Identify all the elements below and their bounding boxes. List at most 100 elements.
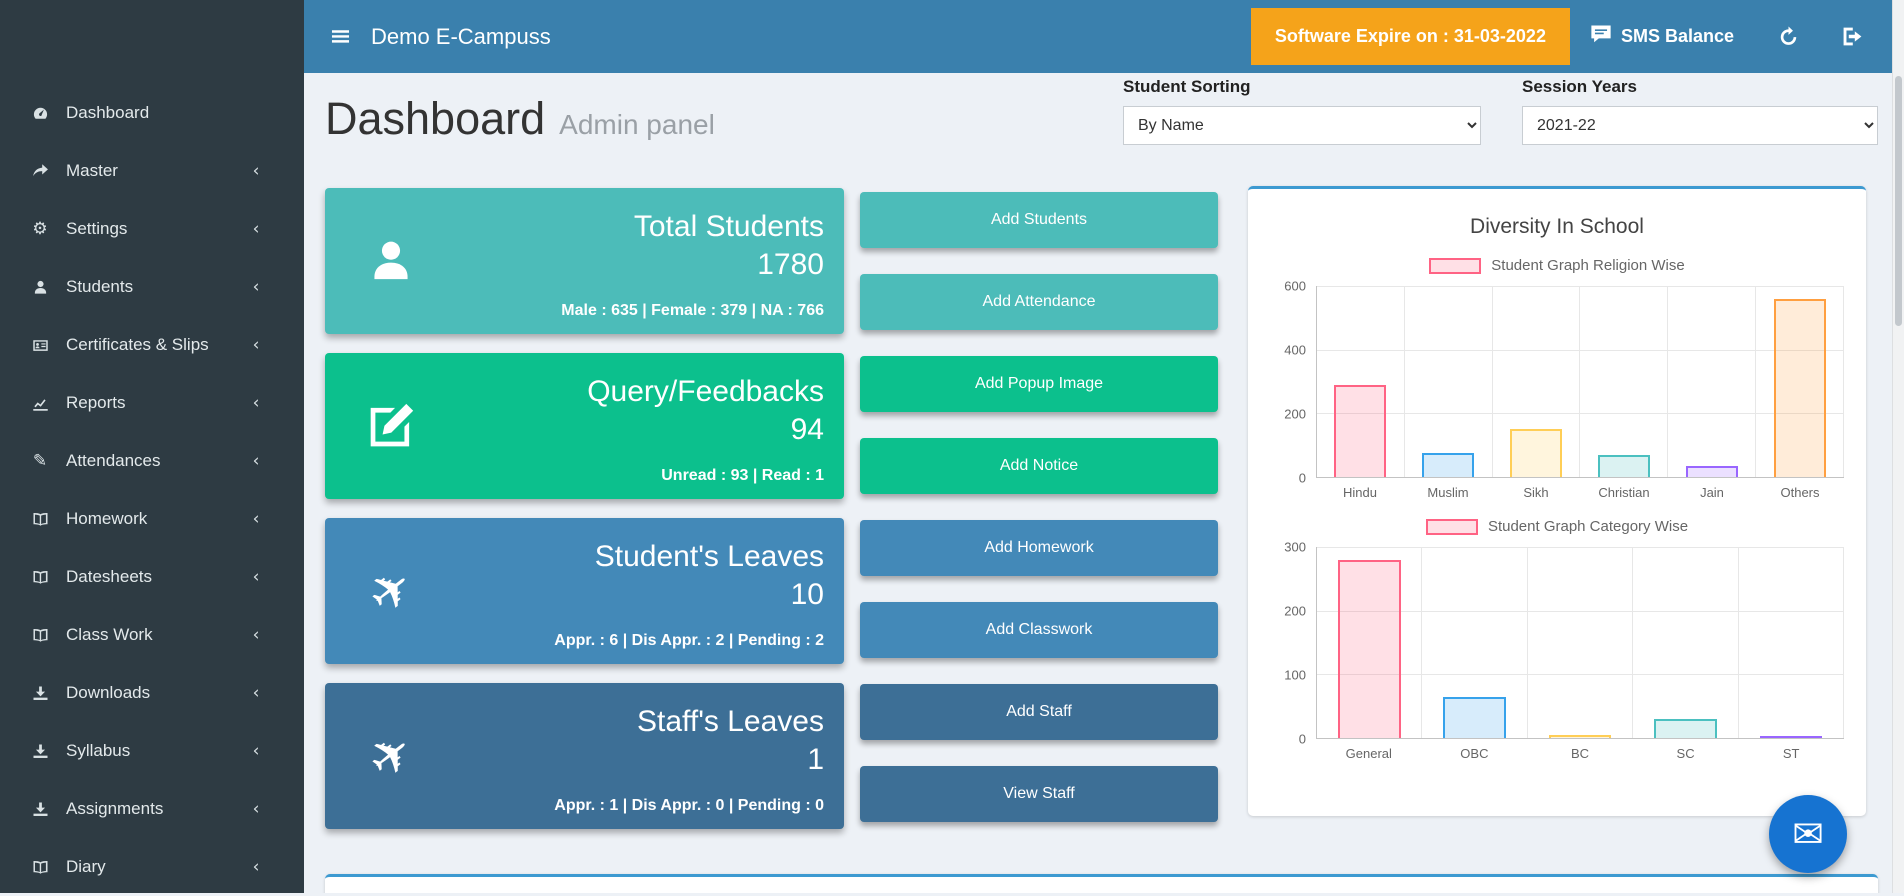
legend-swatch[interactable] [1426,519,1478,535]
chart-legend[interactable]: Student Graph Religion Wise [1270,257,1844,274]
stat-value: 1780 [439,248,824,283]
y-tick-label: 100 [1284,668,1306,683]
menu-icon [330,26,351,47]
user-icon [343,236,439,286]
y-tick-label: 200 [1284,604,1306,619]
add-staff-button[interactable]: Add Staff [860,684,1218,740]
sidebar-item-reports[interactable]: Reports‹ [0,374,304,432]
bar-st[interactable] [1760,736,1823,738]
bar-christian[interactable] [1598,455,1650,477]
sidebar-item-label: Certificates & Slips [66,335,209,355]
stat-detail: Male : 635 | Female : 379 | NA : 766 [439,302,824,320]
sidebar-item-downloads[interactable]: Downloads ‹ [0,664,304,722]
page-title: Dashboard [325,93,545,144]
sidebar-item-certificates-slips[interactable]: Certificates & Slips ‹ [0,316,304,374]
share-icon [27,163,53,180]
bar-others[interactable] [1774,299,1826,477]
messages-fab[interactable]: ✉ [1769,795,1847,873]
bar-muslim[interactable] [1422,453,1474,477]
y-tick-label: 300 [1284,540,1306,555]
logout-icon [1841,25,1864,48]
chevron-left-icon: ‹ [243,743,269,760]
session-years-select[interactable]: 2021-22 [1522,106,1878,145]
topbar: Demo E-Campuss Software Expire on : 31-0… [304,0,1892,73]
refresh-icon [1778,26,1799,47]
book-icon [27,859,53,876]
sidebar-item-label: Dashboard [66,103,149,123]
x-tick-label: OBC [1422,746,1528,761]
chat-icon [1590,23,1612,45]
add-classwork-button[interactable]: Add Classwork [860,602,1218,658]
add-homework-button[interactable]: Add Homework [860,520,1218,576]
sidebar-item-label: Settings [66,219,127,239]
stat-title: Student's Leaves [439,540,824,575]
logout-button[interactable] [1837,21,1868,52]
chart-legend[interactable]: Student Graph Category Wise [1270,518,1844,535]
sidebar-item-syllabus[interactable]: Syllabus ‹ [0,722,304,780]
pen-icon: ✎ [27,453,53,470]
stat-detail: Appr. : 6 | Dis Appr. : 2 | Pending : 2 [439,632,824,650]
sidebar-item-datesheets[interactable]: Datesheets‹ [0,548,304,606]
scrollbar[interactable] [1892,0,1904,893]
chevron-left-icon: ‹ [243,221,269,238]
sidebar-item-diary[interactable]: Diary‹ [0,838,304,896]
plot [1316,286,1844,478]
add-students-button[interactable]: Add Students [860,192,1218,248]
chevron-left-icon: ‹ [243,627,269,644]
chevron-left-icon: ‹ [243,801,269,818]
x-tick-label: BC [1527,746,1633,761]
student-sorting-select[interactable]: By Name [1123,106,1481,145]
page-subtitle: Admin panel [559,109,715,140]
y-tick-label: 200 [1284,407,1306,422]
filter-student-sorting: Student Sorting By Name [1123,77,1481,145]
download-icon [27,685,53,702]
sidebar-item-assignments[interactable]: Assignments‹ [0,780,304,838]
bar-jain[interactable] [1686,466,1738,477]
book-icon [27,511,53,528]
sidebar-item-label: Downloads [66,683,150,703]
bar-obc[interactable] [1443,697,1506,738]
x-tick-label: Others [1756,485,1844,500]
stat-title: Query/Feedbacks [439,375,824,410]
add-popup-image-button[interactable]: Add Popup Image [860,356,1218,412]
sms-balance[interactable]: SMS Balance [1590,23,1734,50]
download-icon [27,743,53,760]
main-content: Dashboard Admin panel Student Sorting By … [304,73,1892,893]
sidebar-item-label: Reports [66,393,126,413]
add-attendance-button[interactable]: Add Attendance [860,274,1218,330]
bar-general[interactable] [1338,560,1401,738]
sidebar-item-label: Homework [66,509,147,529]
x-tick-label: General [1316,746,1422,761]
legend-swatch[interactable] [1429,258,1481,274]
sidebar-item-class-work[interactable]: Class Work‹ [0,606,304,664]
envelope-icon: ✉ [1792,815,1824,853]
refresh-button[interactable] [1774,22,1803,51]
view-staff-button[interactable]: View Staff [860,766,1218,822]
bar-hindu[interactable] [1334,385,1386,477]
sidebar-item-settings[interactable]: ⚙Settings‹ [0,200,304,258]
sidebar-item-dashboard[interactable]: Dashboard [0,84,304,142]
x-tick-label: SC [1633,746,1739,761]
chevron-left-icon: ‹ [243,685,269,702]
stat-value: 94 [439,413,824,448]
scrollbar-thumb[interactable] [1895,76,1902,326]
sidebar-item-attendances[interactable]: ✎Attendances‹ [0,432,304,490]
chevron-left-icon: ‹ [243,859,269,876]
bar-sikh[interactable] [1510,429,1562,477]
add-notice-button[interactable]: Add Notice [860,438,1218,494]
stat-detail: Unread : 93 | Read : 1 [439,467,824,485]
menu-toggle-button[interactable] [326,22,355,51]
chevron-left-icon: ‹ [243,337,269,354]
legend-label: Student Graph Religion Wise [1491,257,1684,274]
sidebar-item-label: Syllabus [66,741,130,761]
x-tick-label: Hindu [1316,485,1404,500]
sidebar-item-students[interactable]: Students‹ [0,258,304,316]
sidebar-item-master[interactable]: Master‹ [0,142,304,200]
sidebar-item-homework[interactable]: Homework‹ [0,490,304,548]
bar-bc[interactable] [1549,735,1612,738]
bar-sc[interactable] [1654,719,1717,738]
